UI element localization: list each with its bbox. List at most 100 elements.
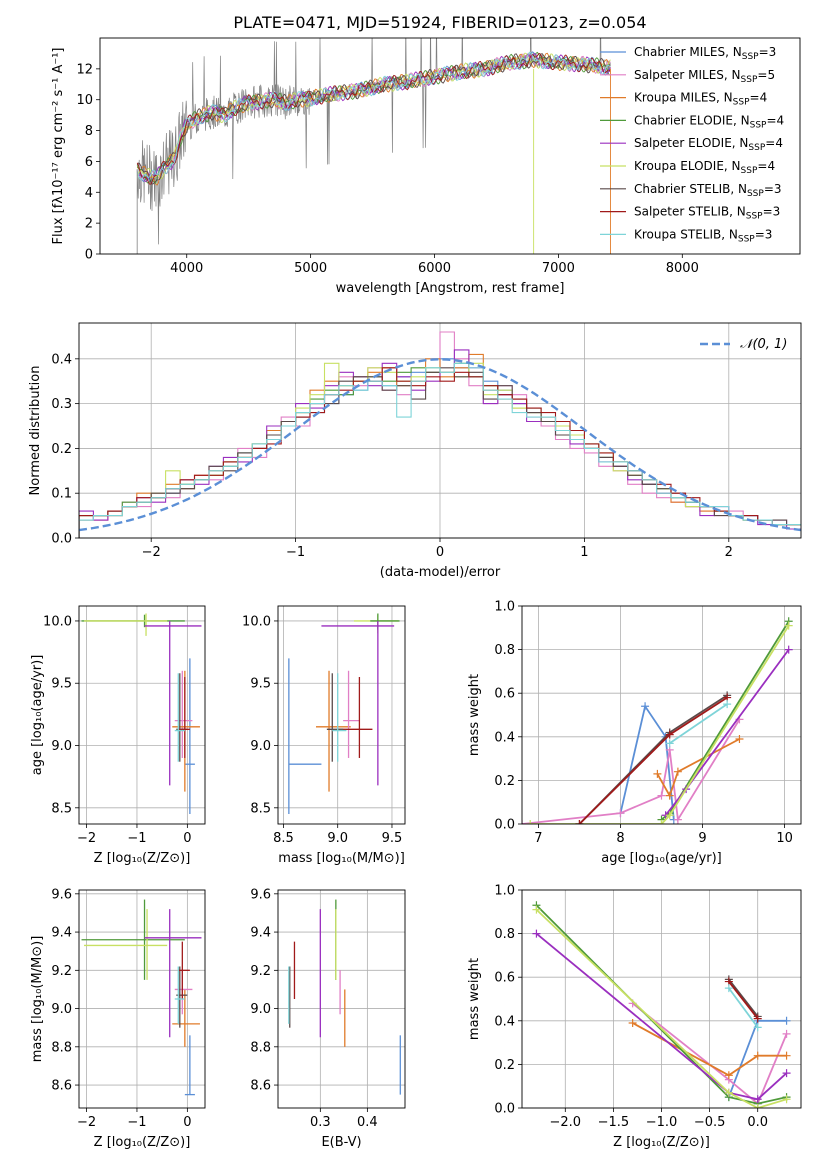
legend-label-sub: SSP [750, 120, 767, 130]
normal-curve [79, 358, 801, 532]
series-marker [753, 1051, 762, 1060]
x-tick-label: 7000 [542, 261, 575, 276]
series-marker [665, 791, 674, 800]
series-marker [575, 820, 584, 824]
legend-label-tail: =3 [763, 205, 781, 219]
y-tick-label: 0.3 [51, 397, 72, 412]
series-line [728, 981, 759, 1020]
y-tick-label: 9.5 [51, 677, 72, 692]
y-tick-label: 10.0 [43, 614, 72, 629]
legend-label-main: Salpeter STELIB, N [634, 205, 746, 219]
age_vs_Z-frame [78, 605, 206, 825]
y-tick-label: 8.8 [250, 1040, 271, 1055]
y-tick-label: 9.0 [250, 739, 271, 754]
y-tick-label: 0.6 [494, 971, 515, 986]
series-marker [641, 702, 650, 711]
y-tick-label: 0.4 [51, 352, 72, 367]
x-tick-label: 0.4 [357, 1115, 378, 1130]
legend-entry: Salpeter STELIB, NSSP=3 [634, 205, 780, 222]
y-axis-label: mass weight [467, 674, 482, 756]
y-tick-label: 9.6 [250, 887, 271, 902]
legend-label-main: Kroupa ELODIE, N [634, 159, 741, 173]
x-tick-label: −2 [142, 545, 161, 560]
x-tick-label: −1.0 [646, 1115, 678, 1130]
series-marker [665, 739, 674, 748]
legend-label-main: Kroupa MILES, N [634, 91, 733, 105]
series-marker [784, 645, 793, 654]
series-line [522, 718, 741, 824]
x-tick-label: 6000 [418, 261, 451, 276]
histogram-step [79, 362, 801, 538]
x-tick-label: −2 [77, 1115, 96, 1130]
y-tick-label: 8.5 [250, 801, 271, 816]
y-tick-label: 0.6 [494, 687, 515, 702]
model-spectrum-line [136, 52, 611, 180]
y-tick-label: 0.4 [494, 730, 515, 745]
y-tick-label: 0.4 [494, 1014, 515, 1029]
x-tick-label: 0 [183, 1115, 191, 1130]
y-axis-label: Flux [fλ10⁻¹⁷ erg cm⁻² s⁻¹ A⁻¹] [51, 48, 66, 245]
series-marker [665, 811, 674, 820]
x-tick-label: 10 [776, 831, 793, 846]
x-tick-label: −1 [286, 545, 305, 560]
x-tick-label: 7 [534, 831, 542, 846]
mass_vs_Z-axes: −2 −1 0 8.6 8.8 9.0 9.2 9.4 9.6 Z [log₁₀(Z/Z⊙)] ma… [30, 887, 205, 1150]
mw_vs_age-frame [521, 605, 802, 825]
x-tick-label: −1.5 [598, 1115, 630, 1130]
y-tick-label: 1.0 [494, 600, 515, 615]
y-axis-label: Normed distribution [28, 366, 43, 496]
series-line [728, 987, 759, 1028]
series-marker [657, 820, 666, 824]
series-line [728, 978, 759, 1017]
x-tick-label: −2 [77, 831, 96, 846]
legend-label-tail: =4 [766, 113, 784, 127]
series-marker [784, 621, 793, 630]
series-marker [782, 1095, 791, 1104]
x-tick-label: 4000 [170, 261, 203, 276]
mw_vs_age-axes: 7 8 9 10 0.0 0.2 0.4 0.6 0.8 1.0 age [log₁₀(age/yr… [467, 600, 801, 866]
mw_vs_age-lines [522, 617, 793, 824]
series-marker [616, 809, 625, 818]
y-tick-label: 10 [76, 93, 93, 108]
legend-label-tail: =4 [750, 91, 768, 105]
mass_vs_Z-errorbars [81, 899, 202, 1096]
legend-entry: Chabrier MILES, NSSP=3 [634, 45, 776, 62]
legend-label-tail: =3 [755, 227, 773, 241]
y-tick-label: 0.2 [494, 774, 515, 789]
x-tick-label: 2 [725, 545, 733, 560]
y-tick-label: 8.8 [51, 1040, 72, 1055]
x-tick-label: −1 [127, 831, 146, 846]
residuals-frame [78, 322, 802, 539]
age_vs_mass-axes: 8.5 9.0 9.5 8.5 9.0 9.5 10.0 mass [log₁₀(M/M⊙)] [242, 606, 405, 866]
series-marker [665, 730, 674, 739]
legend-entry: Kroupa STELIB, NSSP=3 [634, 227, 772, 244]
x-tick-label: 5000 [294, 261, 327, 276]
mw_vs_Z-frame [521, 889, 802, 1109]
legend-label-sub: SSP [747, 189, 764, 199]
y-tick-label: 0.2 [51, 442, 72, 457]
series-marker [782, 1029, 791, 1038]
x-tick-label: −1 [127, 1115, 146, 1130]
legend-label-tail: =3 [764, 182, 782, 196]
y-tick-label: 0.0 [494, 1102, 515, 1117]
legend-label-sub: SSP [748, 143, 765, 153]
legend-entry: Kroupa ELODIE, NSSP=4 [634, 159, 775, 176]
y-tick-label: 0 [85, 248, 93, 263]
mass_vs_ebv-axes: 0.3 0.4 8.6 8.8 9.0 9.2 9.4 9.6 E(B-V) [250, 887, 405, 1150]
y-tick-label: 4 [85, 186, 93, 201]
series-marker [782, 1069, 791, 1078]
mass_vs_ebv-errorbars [288, 899, 401, 1095]
y-tick-label: 0.8 [494, 927, 515, 942]
legend-label-main: Salpeter ELODIE, N [634, 136, 748, 150]
age_vs_Z-axes: −2 −1 0 8.5 9.0 9.5 10.0 Z [log₁₀(Z/Z⊙)] age [lo… [30, 606, 205, 866]
legend-label-sub: SSP [746, 212, 763, 222]
y-tick-label: 9.0 [51, 739, 72, 754]
y-tick-label: 0.2 [494, 1058, 515, 1073]
mw_vs_Z-lines [532, 901, 791, 1108]
series-marker [526, 820, 535, 824]
series-marker [753, 1014, 762, 1023]
legend-label-normal: 𝒩(0, 1) [740, 337, 787, 352]
series-marker [724, 1071, 733, 1080]
x-tick-label: −2.0 [550, 1115, 582, 1130]
